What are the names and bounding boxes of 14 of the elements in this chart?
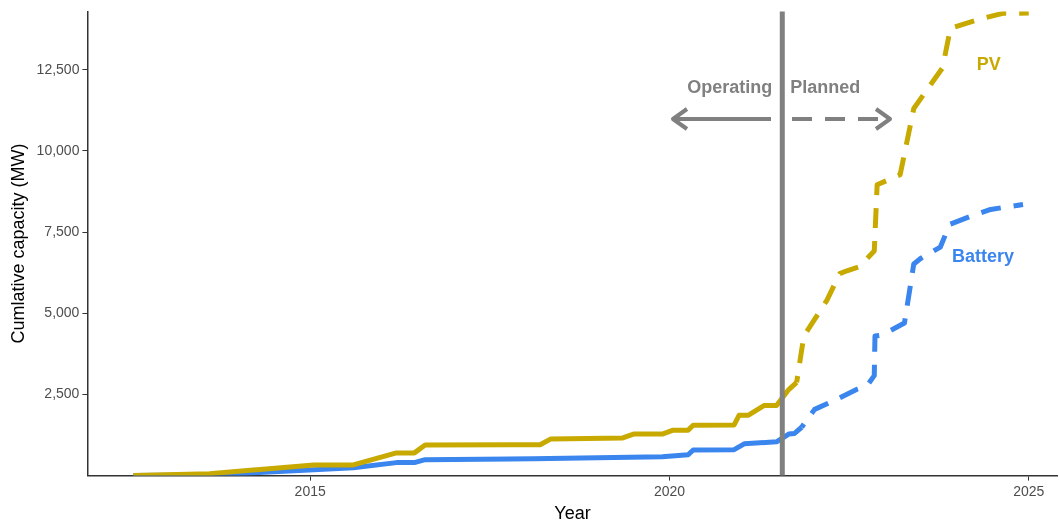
series-label: Battery <box>951 245 1015 266</box>
y-tick-label: 10,000 <box>36 141 80 158</box>
annotation: Operating <box>687 77 773 98</box>
series-label: PV <box>976 53 1001 74</box>
x-tick-label: 2020 <box>653 482 686 499</box>
annotation: Planned <box>790 77 861 98</box>
y-axis-title: Cumlative capacity (MW) <box>7 143 28 344</box>
x-tick-label: 2015 <box>294 482 326 499</box>
y-tick-label: 5,000 <box>44 304 80 321</box>
x-tick-label: 2025 <box>1013 482 1045 499</box>
x-axis-title: Year <box>554 503 591 524</box>
y-tick-label: 7,500 <box>44 223 80 239</box>
y-tick-label: 12,500 <box>36 60 80 77</box>
y-tick-label: 2,500 <box>44 385 80 402</box>
